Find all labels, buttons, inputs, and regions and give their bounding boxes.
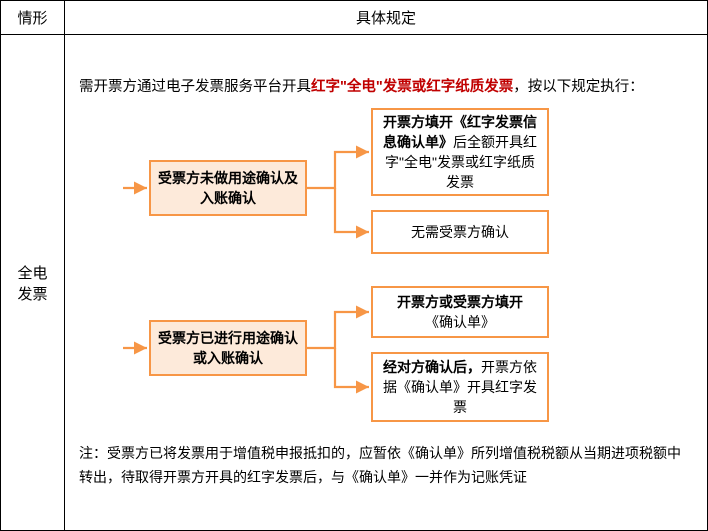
- row-label-line2: 发票: [5, 283, 60, 304]
- node-right-3-text: 开票方或受票方填开《确认单》: [397, 292, 523, 333]
- node-left-2: 受票方已进行用途确认或入账确认: [149, 320, 307, 376]
- rules-table: 情形 具体规定 全电 发票 需开票方通过电子发票服务平台开具红字"全电"发票或红…: [0, 0, 708, 531]
- content-cell: 需开票方通过电子发票服务平台开具红字"全电"发票或红字纸质发票，按以下规定执行：: [65, 35, 708, 531]
- header-col1: 情形: [1, 1, 65, 35]
- node-right-2-text: 无需受票方确认: [411, 222, 509, 242]
- flow-diagram: 受票方未做用途确认及入账确认 受票方已进行用途确认或入账确认 开票方填开《红字发…: [79, 100, 679, 440]
- footnote: 注：受票方已将发票用于增值税申报抵扣的，应暂依《确认单》所列增值税税额从当期进项…: [79, 442, 693, 490]
- node-right-3: 开票方或受票方填开《确认单》: [371, 286, 549, 338]
- row-label-line1: 全电: [5, 262, 60, 283]
- intro-text: 需开票方通过电子发票服务平台开具红字"全电"发票或红字纸质发票，按以下规定执行：: [79, 75, 693, 100]
- header-col2: 具体规定: [65, 1, 708, 35]
- row-label: 全电 发票: [1, 35, 65, 531]
- node-left-1: 受票方未做用途确认及入账确认: [149, 160, 307, 216]
- r4-bold: 经对方确认后，: [383, 359, 481, 375]
- node-right-1-text: 开票方填开《红字发票信息确认单》后全额开具红字"全电"发票或红字纸质发票: [379, 112, 541, 193]
- intro-post: ，按以下规定执行：: [513, 79, 644, 95]
- intro-red: 红字"全电"发票或红字纸质发票: [311, 79, 513, 95]
- node-right-2: 无需受票方确认: [371, 210, 549, 254]
- node-left-2-text: 受票方已进行用途确认或入账确认: [157, 328, 299, 369]
- r3-bold: 开票方或受票方填开: [397, 294, 523, 310]
- r3-rest: 《确认单》: [425, 314, 495, 330]
- intro-pre: 需开票方通过电子发票服务平台开具: [79, 79, 311, 95]
- node-right-4: 经对方确认后，开票方依据《确认单》开具红字发票: [371, 352, 549, 422]
- node-left-1-text: 受票方未做用途确认及入账确认: [157, 168, 299, 209]
- node-right-1: 开票方填开《红字发票信息确认单》后全额开具红字"全电"发票或红字纸质发票: [371, 108, 549, 196]
- node-right-4-text: 经对方确认后，开票方依据《确认单》开具红字发票: [379, 357, 541, 418]
